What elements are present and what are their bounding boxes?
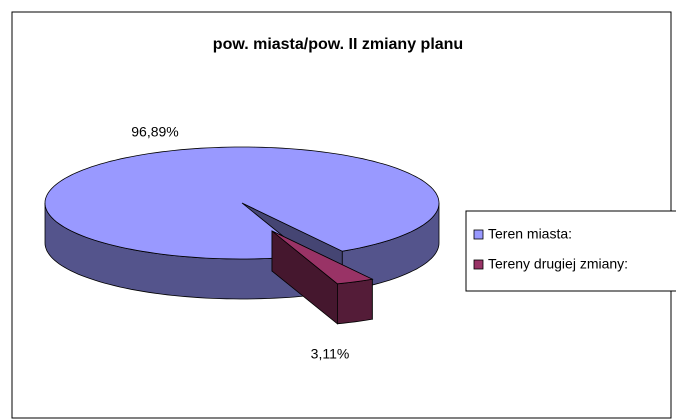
pie-slice <box>44 146 440 300</box>
slice-side <box>336 278 373 325</box>
pie <box>44 146 440 325</box>
data-label: 96,89% <box>131 124 178 140</box>
slice-top <box>271 230 374 285</box>
legend-label: Teren miasta: <box>488 226 572 242</box>
legend-swatch <box>473 259 484 270</box>
pie-slice <box>271 230 374 325</box>
chart-title: pow. miasta/pow. II zmiany planu <box>213 36 463 53</box>
legend: Teren miasta: Tereny drugiej zmiany: <box>473 226 628 272</box>
legend-swatch <box>473 229 484 240</box>
data-label: 3,11% <box>311 346 350 362</box>
legend-box <box>465 210 676 292</box>
legend-label: Tereny drugiej zmiany: <box>488 256 628 272</box>
slice-top <box>44 146 440 260</box>
